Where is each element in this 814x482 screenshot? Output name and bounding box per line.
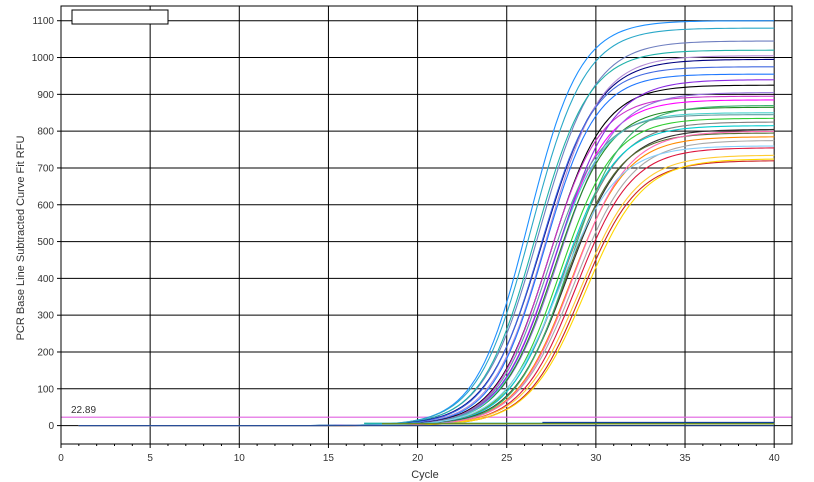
y-tick-label: 600 xyxy=(37,200,54,211)
threshold-label: 22.89 xyxy=(71,405,96,416)
y-tick-label: 0 xyxy=(48,421,54,432)
x-tick-label: 35 xyxy=(679,453,691,464)
x-tick-label: 30 xyxy=(590,453,602,464)
x-tick-label: 40 xyxy=(769,453,781,464)
y-tick-label: 800 xyxy=(37,127,54,138)
series-lines xyxy=(78,20,775,427)
x-tick-label: 15 xyxy=(323,453,335,464)
y-tick-label: 900 xyxy=(37,90,54,101)
legend-box xyxy=(71,9,169,25)
y-tick-label: 500 xyxy=(37,237,54,248)
x-tick-label: 25 xyxy=(501,453,513,464)
axes: 0 5 10 15 20 25 30 35 40010020030040050060070080… xyxy=(32,5,793,464)
x-axis-label: Cycle xyxy=(411,469,439,481)
x-tick-label: 10 xyxy=(234,453,246,464)
y-tick-label: 300 xyxy=(37,311,54,322)
x-tick-label: 0 xyxy=(58,453,64,464)
y-tick-label: 100 xyxy=(37,384,54,395)
plot-frame xyxy=(60,5,793,445)
x-tick-label: 20 xyxy=(412,453,424,464)
y-tick-label: 1100 xyxy=(32,16,54,27)
threshold: 22.89 xyxy=(61,405,792,418)
y-tick-label: 700 xyxy=(37,163,54,174)
y-tick-label: 1000 xyxy=(32,53,55,64)
y-axis-label: PCR Base Line Subtracted Curve Fit RFU xyxy=(15,136,27,341)
x-tick-label: 5 xyxy=(147,453,153,464)
grid xyxy=(60,6,792,444)
y-tick-label: 400 xyxy=(37,274,54,285)
y-tick-label: 200 xyxy=(37,347,54,358)
